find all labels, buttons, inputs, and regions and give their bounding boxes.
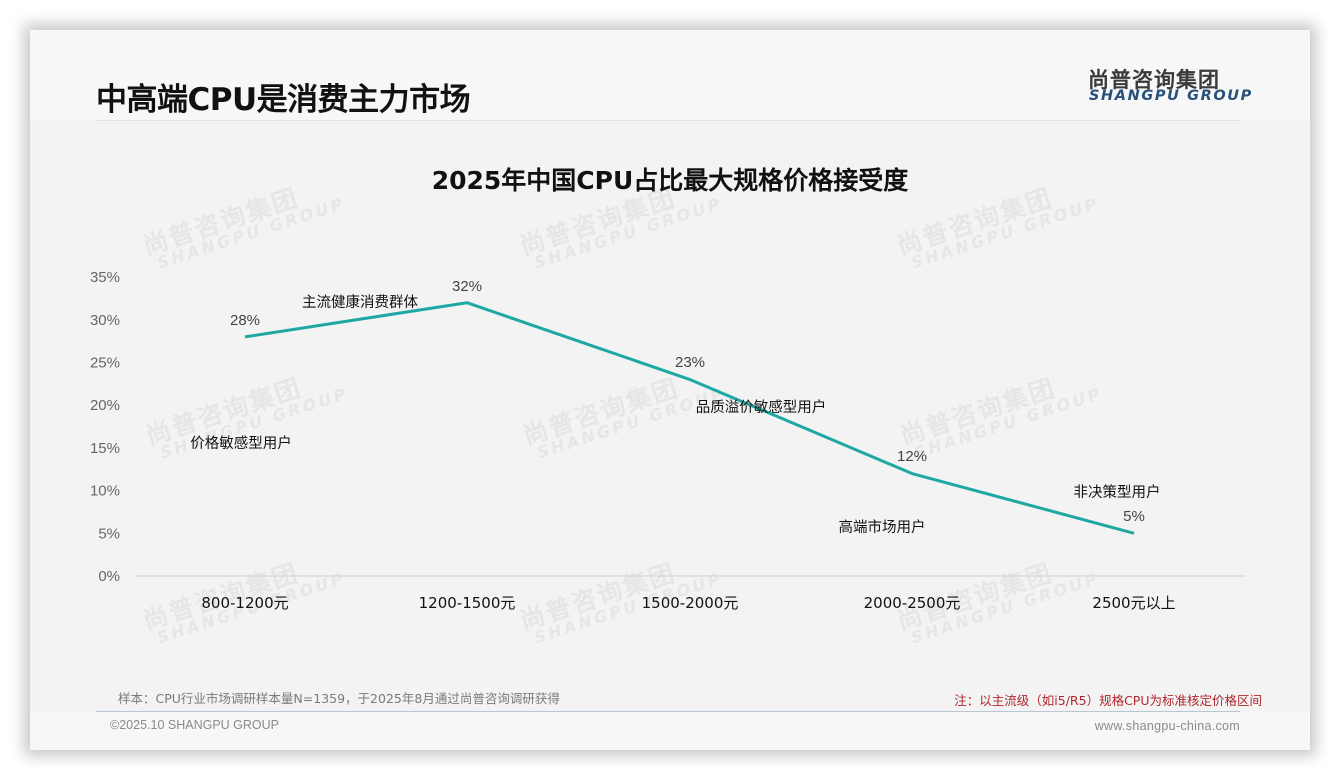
data-line [244,301,1135,535]
y-tick-label: 5% [98,525,120,542]
x-category-label: 800-1200元 [201,594,288,612]
data-labels: 28% 32% 23% 12% 5% [230,278,1145,525]
segment-annotation: 高端市场用户 [839,519,926,536]
sample-note: 样本：CPU行业市场调研样本量N=1359，于2025年8月通过尚普咨询调研获得 [118,691,560,706]
y-tick-label: 30% [90,312,120,329]
segment-annotation: 价格敏感型用户 [190,435,292,452]
x-axis-labels: 800-1200元 1200-1500元 1500-2000元 2000-2500元 2… [201,594,1175,612]
y-tick-label: 10% [90,483,120,500]
header-band [30,30,1310,120]
line-chart: 0% 5% 10% 15% 20% 25% 30% 35% 28% 32% 23% 12% 5% 价格… [90,269,1245,612]
y-tick-label: 15% [90,440,120,457]
data-label: 12% [897,448,927,465]
x-category-label: 1500-2000元 [642,594,739,612]
y-tick-label: 25% [90,355,120,372]
logo-en: SHANGPU GROUP [1089,88,1253,104]
x-category-label: 2000-2500元 [864,594,961,612]
header-divider [96,120,1240,121]
y-tick-label: 0% [98,568,120,585]
data-label: 28% [230,312,260,329]
segment-annotation: 品质溢价敏感型用户 [696,399,827,416]
slide: 尚普咨询集团 SHANGPU GROUP 尚普咨询集团 SHANGPU GROUP … [30,30,1310,750]
copyright: ©2025.10 SHANGPU GROUP [110,718,279,732]
logo-cn: 尚普咨询集团 [1088,68,1220,92]
website-link[interactable]: www.shangpu-china.com [1094,719,1240,733]
page-title: 中高端CPU是消费主力市场 [96,82,471,118]
segment-annotation: 非决策型用户 [1074,484,1161,501]
chart-title: 2025年中国CPU占比最大规格价格接受度 [431,166,909,195]
y-tick-label: 35% [90,269,120,286]
data-label: 5% [1123,508,1145,525]
x-category-label: 1200-1500元 [419,594,516,612]
footer-band [30,712,1310,750]
segment-annotation: 主流健康消费群体 [302,294,418,311]
data-label: 23% [675,354,705,371]
footer-divider [96,711,1240,712]
price-range-note: 注：以主流级（如i5/R5）规格CPU为标准核定价格区间 [954,693,1262,708]
data-label: 32% [452,278,482,295]
y-tick-label: 20% [90,397,120,414]
y-axis-ticks: 0% 5% 10% 15% 20% 25% 30% 35% [90,269,120,585]
x-category-label: 2500元以上 [1092,594,1175,612]
